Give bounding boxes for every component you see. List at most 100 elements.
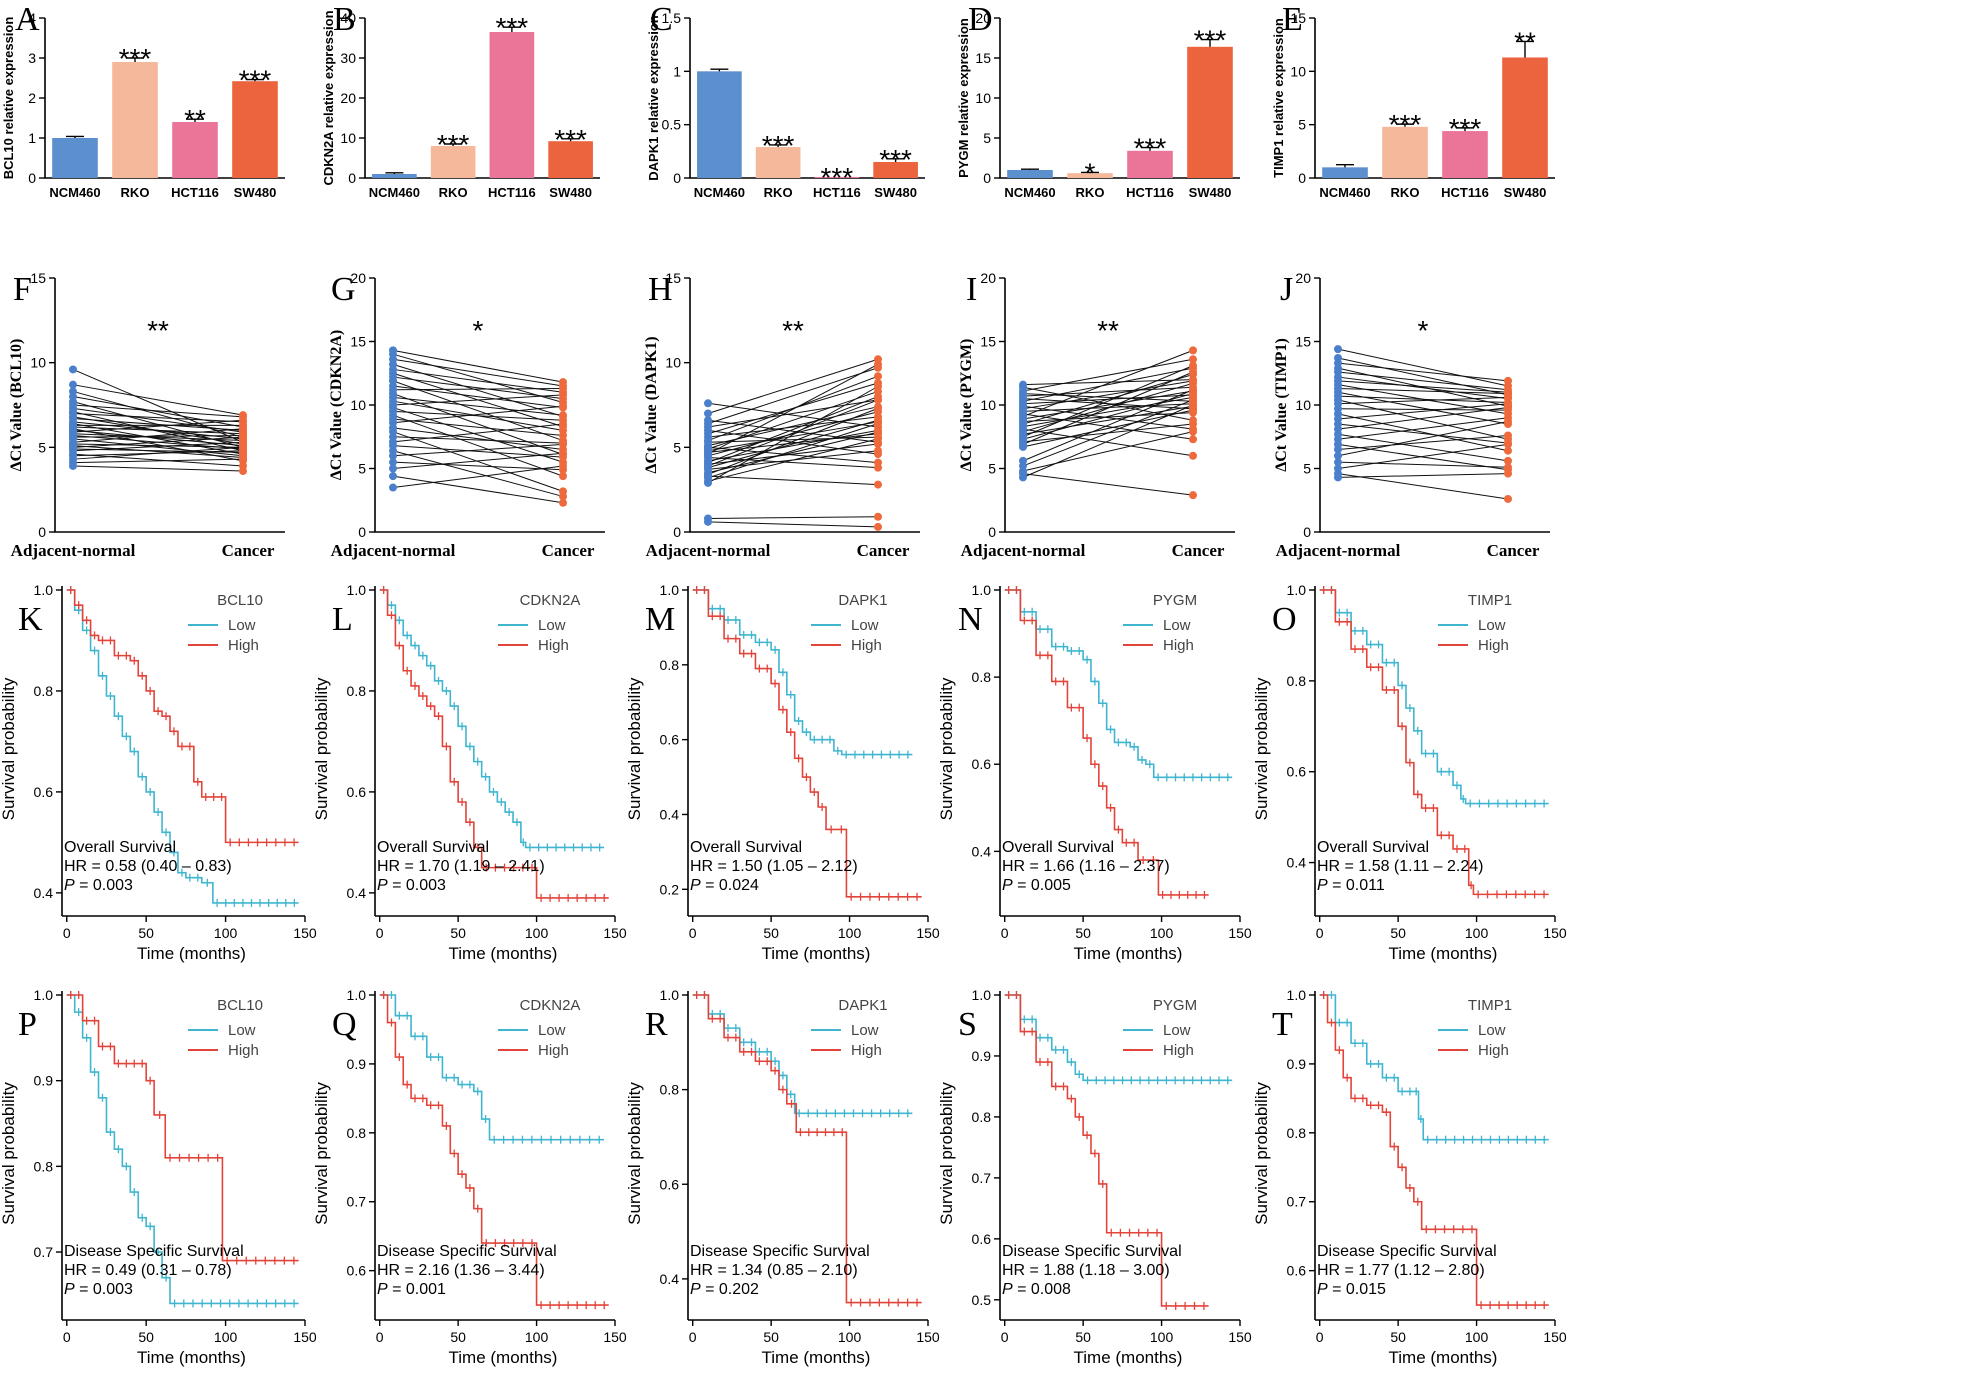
- p-value-label: P = 0.008: [1002, 1281, 1071, 1298]
- group-label: Cancer: [1172, 541, 1225, 560]
- low-survival-curve: [692, 589, 913, 756]
- pair-line: [72, 453, 244, 467]
- x-tick-label: 0: [1316, 925, 1324, 941]
- hazard-ratio-label: HR = 1.50 (1.05 – 2.12): [690, 858, 858, 875]
- y-tick-label: 10: [30, 355, 46, 371]
- y-axis-label: Survival probability: [937, 677, 956, 820]
- panel-label-G: G: [331, 271, 356, 308]
- y-tick-label: 0: [1298, 170, 1306, 186]
- y-tick-label: 0.6: [660, 1176, 680, 1192]
- x-tick-label: 100: [838, 925, 862, 941]
- pair-line: [1337, 403, 1509, 420]
- pair-line: [72, 458, 244, 464]
- y-axis-label: BCL10 relative expression: [1, 17, 16, 180]
- legend-label-high: High: [1163, 637, 1194, 654]
- legend-label-low: Low: [538, 617, 566, 634]
- km-plot-P: P 0.7 0.8 0.9 1.0 0 50 100 150 BCL10 Low High Diseas…: [0, 987, 317, 1367]
- survival-type-label: Overall Survival: [1002, 839, 1114, 856]
- y-tick-label: 0.8: [347, 1125, 367, 1141]
- pair-line: [1022, 386, 1194, 397]
- y-axis-label: TIMP1 relative expression: [1271, 18, 1286, 178]
- x-tick-label: 50: [450, 925, 466, 941]
- x-tick-label: 50: [1075, 1329, 1091, 1345]
- pair-line: [72, 441, 244, 452]
- x-tick-label: 50: [138, 925, 154, 941]
- y-tick-label: 0.9: [1287, 1056, 1307, 1072]
- km-plot-T: T 0.6 0.7 0.8 0.9 1.0 0 50 100 150 TIMP1 Low High Dis…: [1252, 987, 1567, 1367]
- pair-line: [1022, 365, 1194, 438]
- significance-mark: ***: [496, 12, 529, 43]
- y-tick-label: 0.4: [34, 885, 54, 901]
- km-plot-R: R 0.4 0.6 0.8 1.0 0 50 100 150 DAPK1 Low High Diseas…: [625, 987, 940, 1367]
- bar: [873, 162, 918, 178]
- pair-line: [72, 445, 244, 458]
- pair-line: [1022, 367, 1194, 402]
- significance-mark: *: [473, 315, 484, 346]
- y-tick-label: 0.4: [347, 885, 367, 901]
- axis-lines: [999, 586, 1240, 917]
- bar: [372, 174, 417, 178]
- y-tick-label: 0.6: [1287, 1263, 1307, 1279]
- y-tick-label: 0.8: [972, 669, 992, 685]
- y-tick-label: 10: [975, 90, 991, 106]
- pair-line: [1022, 349, 1194, 417]
- panel-label-L: L: [332, 601, 353, 638]
- panel-label-J: J: [1280, 271, 1293, 308]
- y-tick-label: 30: [340, 50, 356, 66]
- km-plot-O: O 0.4 0.6 0.8 1.0 0 50 100 150 TIMP1 Low High Overal…: [1252, 582, 1567, 963]
- pair-line: [72, 433, 244, 442]
- y-tick-label: 15: [975, 50, 991, 66]
- significance-mark: ***: [1449, 113, 1482, 144]
- adjacent-point: [389, 483, 397, 492]
- adjacent-point: [1334, 445, 1342, 454]
- pair-line: [1337, 399, 1509, 440]
- y-tick-label: 10: [980, 397, 996, 413]
- pair-line: [1337, 376, 1509, 400]
- pair-line: [707, 446, 879, 464]
- x-tick-label: 150: [603, 925, 627, 941]
- cancer-point: [874, 428, 882, 437]
- p-value-label: P = 0.003: [64, 1281, 133, 1298]
- pair-line: [72, 436, 244, 448]
- y-tick-label: 0.6: [34, 784, 54, 800]
- cancer-point: [874, 463, 882, 472]
- pair-line: [707, 431, 879, 474]
- x-tick-label: NCM460: [49, 185, 100, 200]
- pair-line: [707, 475, 879, 486]
- y-axis-label: Survival probability: [312, 1082, 331, 1225]
- km-plot-K: K 0.4 0.6 0.8 1.0 0 50 100 150 BCL10 Low High Overal…: [0, 582, 317, 963]
- bar: [697, 71, 742, 178]
- cancer-point: [559, 492, 567, 501]
- x-tick-label: 150: [1543, 925, 1567, 941]
- high-survival-curve: [66, 589, 299, 844]
- km-plot-L: L 0.4 0.6 0.8 1.0 0 50 100 150 CDKN2A Low High Overa…: [312, 582, 627, 963]
- x-tick-label: NCM460: [694, 185, 745, 200]
- adjacent-point: [1019, 442, 1027, 451]
- y-tick-label: 0.8: [972, 1109, 992, 1125]
- pair-line: [72, 384, 244, 416]
- cancer-point: [239, 416, 247, 425]
- adjacent-point: [1334, 451, 1342, 460]
- cancer-point: [239, 424, 247, 433]
- x-tick-label: 0: [689, 1329, 697, 1345]
- y-tick-label: 0: [988, 524, 996, 540]
- cancer-point: [874, 522, 882, 531]
- y-tick-label: 15: [30, 270, 46, 286]
- y-axis-label: PYGM relative expression: [956, 18, 971, 178]
- legend-label-high: High: [1478, 637, 1509, 654]
- cancer-point: [559, 461, 567, 470]
- low-survival-curve: [1004, 589, 1233, 779]
- axis-lines: [687, 991, 928, 1321]
- pair-line: [1022, 431, 1194, 472]
- y-tick-label: 5: [983, 130, 991, 146]
- axis-lines: [1314, 586, 1555, 917]
- pair-line: [72, 412, 244, 423]
- legend-label-high: High: [851, 1042, 882, 1059]
- cancer-point: [239, 455, 247, 464]
- panel-label-R: R: [645, 1006, 668, 1043]
- pair-line: [392, 465, 564, 489]
- y-tick-label: 1.0: [1287, 987, 1307, 1003]
- significance-mark: ***: [437, 129, 470, 160]
- pair-line: [707, 429, 879, 455]
- y-tick-label: 1.0: [660, 987, 680, 1003]
